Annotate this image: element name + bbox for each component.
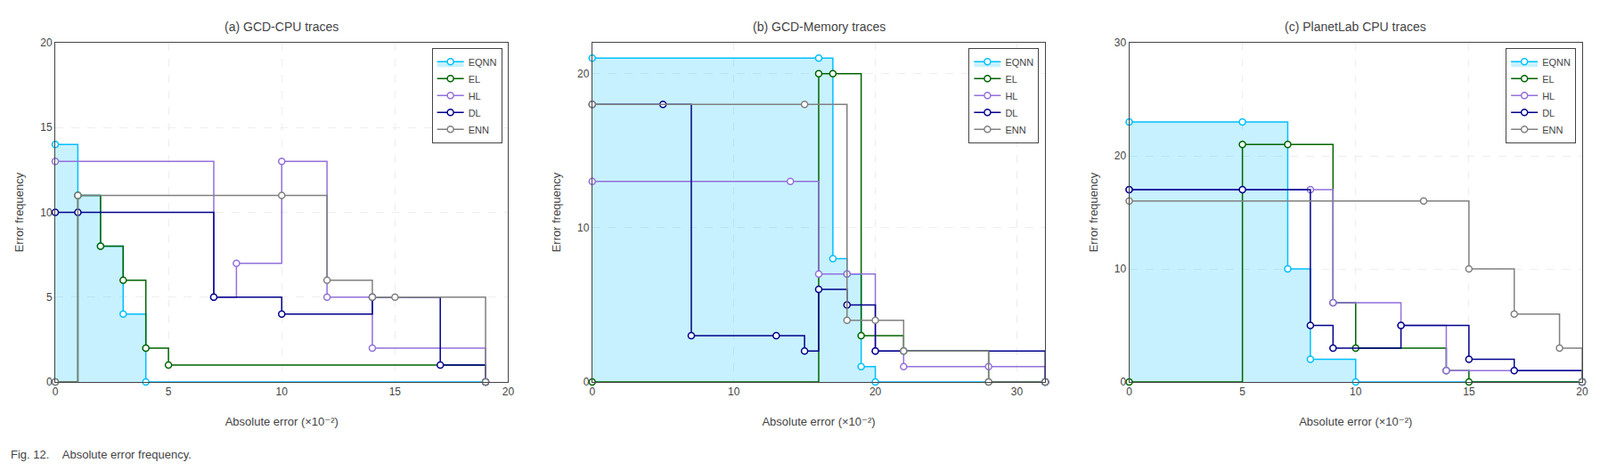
svg-text:5: 5 xyxy=(165,385,172,399)
svg-text:20: 20 xyxy=(869,385,882,399)
svg-text:0: 0 xyxy=(583,375,590,389)
svg-text:EQNN: EQNN xyxy=(468,57,498,68)
svg-text:0: 0 xyxy=(52,385,59,399)
svg-text:Absolute error (×10⁻²): Absolute error (×10⁻²) xyxy=(1298,415,1413,429)
svg-text:Fig. 12. Absolute error fre: Fig. 12. Absolute error frequency. xyxy=(10,448,192,462)
svg-text:10: 10 xyxy=(276,385,289,399)
svg-text:20: 20 xyxy=(1114,149,1127,163)
svg-text:(c) PlanetLab CPU traces: (c) PlanetLab CPU traces xyxy=(1284,19,1427,34)
svg-text:EL: EL xyxy=(1004,73,1017,85)
svg-text:10: 10 xyxy=(727,385,741,399)
svg-text:0: 0 xyxy=(1126,385,1133,399)
svg-text:EL: EL xyxy=(1542,73,1554,85)
svg-text:5: 5 xyxy=(46,291,53,304)
svg-text:HL: HL xyxy=(1542,90,1555,102)
svg-text:Error frequency: Error frequency xyxy=(549,171,564,253)
svg-text:ENN: ENN xyxy=(1542,124,1563,136)
svg-text:Absolute error (×10⁻²): Absolute error (×10⁻²) xyxy=(225,415,339,429)
svg-text:10: 10 xyxy=(1349,385,1363,399)
svg-text:DL: DL xyxy=(1004,107,1018,119)
svg-text:ENN: ENN xyxy=(468,124,490,136)
svg-text:ENN: ENN xyxy=(1004,124,1026,136)
svg-text:EQNN: EQNN xyxy=(1004,57,1034,68)
svg-text:20: 20 xyxy=(40,36,53,49)
svg-text:20: 20 xyxy=(1575,385,1589,399)
svg-text:(a) GCD-CPU traces: (a) GCD-CPU traces xyxy=(224,19,339,34)
svg-text:EL: EL xyxy=(468,73,481,85)
svg-text:DL: DL xyxy=(468,107,482,119)
svg-text:(b) GCD-Memory traces: (b) GCD-Memory traces xyxy=(752,19,886,34)
svg-text:5: 5 xyxy=(1239,385,1246,399)
svg-text:Error frequency: Error frequency xyxy=(1086,171,1101,253)
svg-text:15: 15 xyxy=(1462,385,1476,399)
svg-text:10: 10 xyxy=(1114,262,1127,276)
svg-text:0: 0 xyxy=(588,385,596,399)
svg-text:30: 30 xyxy=(1114,36,1127,49)
svg-text:10: 10 xyxy=(40,206,53,220)
svg-text:HL: HL xyxy=(1004,90,1018,102)
svg-text:Error frequency: Error frequency xyxy=(12,171,26,253)
svg-text:EQNN: EQNN xyxy=(1542,57,1571,68)
svg-text:0: 0 xyxy=(1119,375,1127,389)
svg-text:15: 15 xyxy=(40,121,53,134)
svg-text:15: 15 xyxy=(389,385,402,399)
svg-text:0: 0 xyxy=(46,375,53,389)
svg-text:DL: DL xyxy=(1542,107,1555,119)
svg-text:20: 20 xyxy=(502,385,515,399)
svg-text:HL: HL xyxy=(468,90,482,102)
svg-text:Absolute error (×10⁻²): Absolute error (×10⁻²) xyxy=(761,415,875,429)
svg-text:10: 10 xyxy=(577,221,590,235)
svg-text:20: 20 xyxy=(577,67,590,81)
svg-text:30: 30 xyxy=(1011,385,1024,399)
